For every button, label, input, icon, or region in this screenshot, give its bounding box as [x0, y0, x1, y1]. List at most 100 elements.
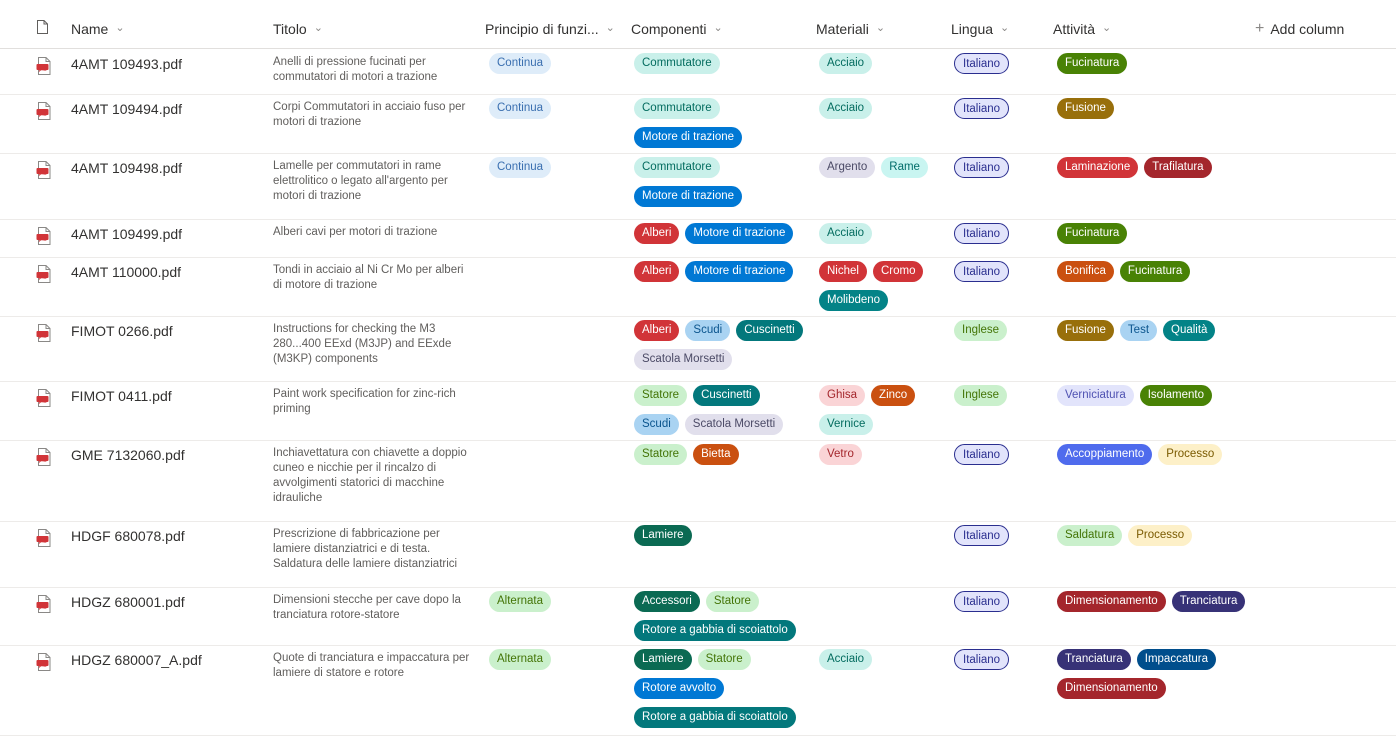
- materiali-tag[interactable]: Vetro: [819, 444, 862, 465]
- table-row[interactable]: FIMOT 0266.pdf Instructions for checking …: [0, 316, 1396, 382]
- column-header-componenti[interactable]: Componenti ⌄: [631, 0, 723, 48]
- file-type-icon[interactable]: [37, 20, 48, 34]
- lingua-tag[interactable]: Italiano: [954, 53, 1010, 74]
- attivita-tag[interactable]: Isolamento: [1139, 385, 1212, 406]
- attivita-tag[interactable]: Processo: [1128, 525, 1193, 546]
- componenti-tag[interactable]: Alberi: [634, 223, 680, 244]
- table-row[interactable]: FIMOT 0411.pdf Paint work specification f…: [0, 381, 1396, 441]
- materiali-tag[interactable]: Acciaio: [819, 98, 873, 119]
- table-row[interactable]: HDGZ 680001.pdf Dimensioni stecche per ca…: [0, 587, 1396, 646]
- table-row[interactable]: 4AMT 110000.pdf Tondi in acciaio al Ni Cr…: [0, 257, 1396, 317]
- file-name-link[interactable]: 4AMT 109494.pdf: [71, 101, 183, 117]
- componenti-tag[interactable]: Lamiere: [634, 525, 692, 546]
- table-row[interactable]: 4AMT 109493.pdf Anelli di pressione fucin…: [0, 49, 1396, 95]
- attivita-tag[interactable]: Fucinatura: [1057, 53, 1128, 74]
- principio-tag[interactable]: Alternata: [489, 591, 552, 612]
- componenti-tag[interactable]: Scatola Morsetti: [634, 349, 733, 370]
- materiali-tag[interactable]: Rame: [881, 157, 928, 178]
- componenti-tag[interactable]: Commutatore: [634, 53, 720, 74]
- table-row[interactable]: HDGZ 680007_A.pdf Quote di tranciatura e …: [0, 645, 1396, 736]
- table-row[interactable]: 4AMT 109494.pdf Corpi Commutatori in acci…: [0, 94, 1396, 154]
- materiali-tag[interactable]: Nichel: [819, 261, 867, 282]
- table-row[interactable]: 4AMT 109499.pdf Alberi cavi per motori di…: [0, 219, 1396, 258]
- principio-tag[interactable]: Alternata: [489, 649, 552, 670]
- materiali-tag[interactable]: Cromo: [872, 261, 924, 282]
- componenti-tag[interactable]: Statore: [705, 591, 759, 612]
- file-name-link[interactable]: HDGF 680078.pdf: [71, 528, 185, 544]
- componenti-tag[interactable]: Rotore avvolto: [634, 678, 725, 699]
- lingua-tag[interactable]: Italiano: [954, 444, 1010, 465]
- file-name-link[interactable]: 4AMT 110000.pdf: [71, 264, 182, 280]
- lingua-tag[interactable]: Italiano: [954, 525, 1010, 546]
- materiali-tag[interactable]: Ghisa: [819, 385, 866, 406]
- componenti-tag[interactable]: Scudi: [634, 414, 679, 435]
- componenti-tag[interactable]: Cuscinetti: [693, 385, 760, 406]
- componenti-tag[interactable]: Statore: [697, 649, 751, 670]
- principio-tag[interactable]: Continua: [489, 53, 552, 74]
- componenti-tag[interactable]: Scatola Morsetti: [684, 414, 784, 435]
- principio-tag[interactable]: Continua: [489, 98, 552, 119]
- attivita-tag[interactable]: Trafilatura: [1144, 157, 1212, 178]
- componenti-tag[interactable]: Lamiere: [634, 649, 692, 670]
- table-row[interactable]: 4AMT 109498.pdf Lamelle per commutatori i…: [0, 153, 1396, 220]
- attivita-tag[interactable]: Fucinatura: [1119, 261, 1191, 282]
- attivita-tag[interactable]: Saldatura: [1057, 525, 1123, 546]
- materiali-tag[interactable]: Acciaio: [819, 53, 873, 74]
- attivita-tag[interactable]: Fusione: [1057, 98, 1114, 119]
- attivita-tag[interactable]: Dimensionamento: [1057, 678, 1166, 699]
- principio-tag[interactable]: Continua: [489, 157, 552, 178]
- file-name-link[interactable]: 4AMT 109498.pdf: [71, 160, 183, 176]
- lingua-tag[interactable]: Italiano: [954, 591, 1010, 612]
- file-name-link[interactable]: FIMOT 0266.pdf: [71, 323, 173, 339]
- materiali-tag[interactable]: Vernice: [819, 414, 874, 435]
- attivita-tag[interactable]: Tranciatura: [1171, 591, 1246, 612]
- attivita-tag[interactable]: Processo: [1158, 444, 1223, 465]
- attivita-tag[interactable]: Qualità: [1163, 320, 1216, 341]
- file-name-link[interactable]: HDGZ 680001.pdf: [71, 594, 185, 610]
- componenti-tag[interactable]: Motore di trazione: [685, 261, 794, 282]
- lingua-tag[interactable]: Inglese: [954, 385, 1008, 406]
- attivita-tag[interactable]: Impaccatura: [1136, 649, 1217, 670]
- lingua-tag[interactable]: Inglese: [954, 320, 1008, 341]
- materiali-tag[interactable]: Molibdeno: [819, 290, 889, 311]
- componenti-tag[interactable]: Statore: [634, 385, 688, 406]
- componenti-tag[interactable]: Motore di trazione: [634, 186, 743, 207]
- lingua-tag[interactable]: Italiano: [954, 223, 1010, 244]
- componenti-tag[interactable]: Commutatore: [634, 157, 720, 178]
- column-header-principio[interactable]: Principio di funzi... ⌄: [485, 0, 615, 48]
- column-header-name[interactable]: Name ⌄: [71, 0, 125, 48]
- attivita-tag[interactable]: Laminazione: [1057, 157, 1139, 178]
- attivita-tag[interactable]: Bonifica: [1057, 261, 1114, 282]
- column-header-attivita[interactable]: Attività ⌄: [1053, 0, 1111, 48]
- materiali-tag[interactable]: Acciaio: [819, 223, 873, 244]
- componenti-tag[interactable]: Scudi: [685, 320, 731, 341]
- lingua-tag[interactable]: Italiano: [954, 157, 1010, 178]
- lingua-tag[interactable]: Italiano: [954, 649, 1010, 670]
- attivita-tag[interactable]: Tranciatura: [1057, 649, 1131, 670]
- materiali-tag[interactable]: Zinco: [871, 385, 916, 406]
- componenti-tag[interactable]: Accessori: [634, 591, 700, 612]
- attivita-tag[interactable]: Fucinatura: [1057, 223, 1128, 244]
- componenti-tag[interactable]: Alberi: [634, 320, 680, 341]
- column-header-lingua[interactable]: Lingua ⌄: [951, 0, 1009, 48]
- componenti-tag[interactable]: Rotore a gabbia di scoiattolo: [634, 707, 796, 728]
- attivita-tag[interactable]: Accoppiamento: [1057, 444, 1153, 465]
- materiali-tag[interactable]: Argento: [819, 157, 876, 178]
- file-name-link[interactable]: 4AMT 109499.pdf: [71, 226, 183, 242]
- attivita-tag[interactable]: Test: [1119, 320, 1158, 341]
- column-header-titolo[interactable]: Titolo ⌄: [273, 0, 323, 48]
- lingua-tag[interactable]: Italiano: [954, 98, 1010, 119]
- componenti-tag[interactable]: Cuscinetti: [736, 320, 803, 341]
- componenti-tag[interactable]: Alberi: [634, 261, 680, 282]
- componenti-tag[interactable]: Motore di trazione: [685, 223, 794, 244]
- lingua-tag[interactable]: Italiano: [954, 261, 1010, 282]
- componenti-tag[interactable]: Motore di trazione: [634, 127, 743, 148]
- add-column-button[interactable]: + Add column: [1255, 0, 1344, 48]
- table-row[interactable]: GME 7132060.pdf Inchiavettatura con chiav…: [0, 440, 1396, 522]
- attivita-tag[interactable]: Verniciatura: [1057, 385, 1134, 406]
- column-header-materiali[interactable]: Materiali ⌄: [816, 0, 885, 48]
- attivita-tag[interactable]: Dimensionamento: [1057, 591, 1166, 612]
- file-name-link[interactable]: HDGZ 680007_A.pdf: [71, 652, 202, 668]
- materiali-tag[interactable]: Acciaio: [819, 649, 873, 670]
- file-name-link[interactable]: 4AMT 109493.pdf: [71, 56, 183, 72]
